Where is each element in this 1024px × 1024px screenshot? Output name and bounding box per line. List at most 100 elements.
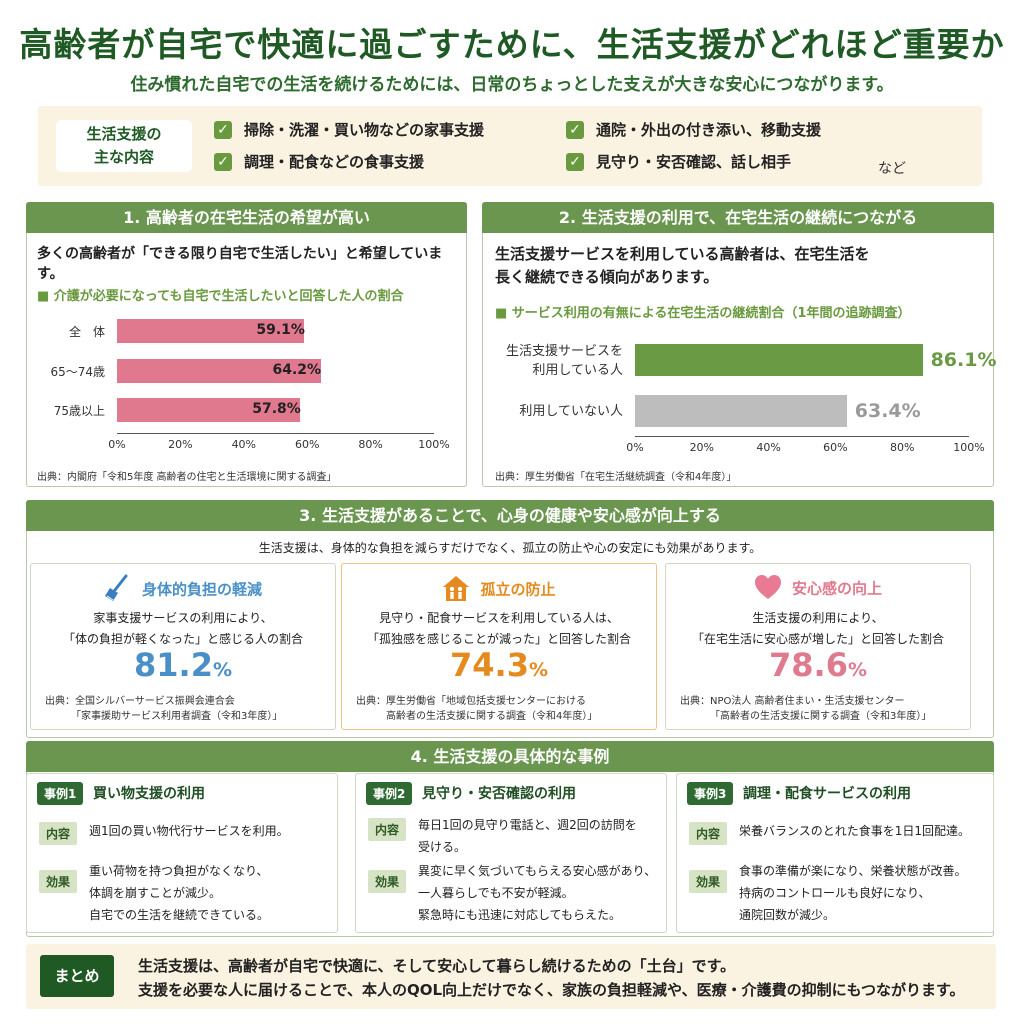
effect-label: 効果 — [39, 870, 78, 893]
source-note: 出典：全国シルバーサービス振興会連合会 「家事援助サービス利用者調査（令和3年度… — [45, 696, 283, 722]
heart-icon — [754, 574, 782, 604]
check-icon: ✓ — [566, 120, 584, 139]
x-axis — [635, 436, 969, 437]
card-title-row: 孤立の防止 — [342, 574, 656, 606]
case-effect: 食事の準備が楽になり、栄養状態が改善。 持病のコントロールも良好になり、 通院回… — [739, 864, 967, 922]
summary-line: 支援を必要な人に届けることで、本人のQOL向上だけでなく、家族の負担軽減や、医療… — [138, 981, 965, 999]
support-content-box: 生活支援の 主な内容 ✓ 掃除・洗濯・買い物などの家事支援 ✓ 調理・配食などの… — [38, 106, 982, 186]
x-tick-label: 40% — [756, 441, 781, 454]
x-tick-label: 40% — [231, 438, 257, 451]
card-peace-of-mind: 安心感の向上 生活支援の利用により、 「在宅生活に安心感が増した」と回答した割合… — [665, 563, 971, 730]
support-item: ✓ 見守り・安否確認、話し相手 — [566, 151, 791, 172]
section-heading: 3. 生活支援があることで、心身の健康や安心感が向上する — [26, 500, 994, 531]
etc-text: など — [878, 161, 906, 177]
x-tick-label: 60% — [823, 441, 848, 454]
x-tick-label: 60% — [294, 438, 320, 451]
content-label: 内容 — [39, 822, 78, 845]
case-tag: 事例1 — [37, 782, 84, 805]
section-home-living-wish: 1. 高齢者の在宅生活の希望が高い 多くの高齢者が「できる限り自宅で生活したい」… — [26, 202, 467, 487]
case-card: 事例3 調理・配食サービスの利用 内容 栄養バランスのとれた食事を1日1回配達。… — [676, 773, 994, 933]
content-label: 内容 — [368, 818, 407, 841]
case-card: 事例2 見守り・安否確認の利用 内容 毎日1回の見守り電話と、週2回の訪問を 受… — [355, 773, 667, 933]
check-icon: ✓ — [566, 152, 584, 171]
bar-value-label: 86.1% — [930, 349, 997, 371]
summary-line: 生活支援は、高齢者が自宅で快適に、そして安心して暮らし続けるための「土台」です。 — [138, 957, 736, 975]
content-label: 内容 — [689, 822, 728, 845]
source-note: 出典：内閣府「令和5年度 高齢者の住宅と生活環境に関する調査」 — [37, 472, 337, 483]
section-heading: 1. 高齢者の在宅生活の希望が高い — [26, 202, 467, 233]
support-item: ✓ 通院・外出の付き添い、移動支援 — [566, 119, 821, 140]
support-content-label: 生活支援の 主な内容 — [56, 120, 192, 172]
card-value: 81.2% — [134, 646, 232, 684]
home-wish-bar-chart: 全 体 59.1% 65〜74歳 64.2% 75歳以上 57.8% 0% 20% 40% 60%… — [27, 309, 468, 459]
case-title: 調理・配食サービスの利用 — [743, 786, 911, 802]
section-heading: 2. 生活支援の利用で、在宅生活の継続につながる — [482, 202, 994, 233]
card-value: 78.6% — [769, 646, 867, 684]
x-tick-label: 80% — [889, 441, 915, 454]
card-title-row: 身体的負担の軽減 — [31, 574, 335, 606]
case-effect: 異変に早く気づいてもらえる安心感があり、 一人暮らしでも不安が軽減。 緊急時にも… — [418, 864, 657, 922]
bar — [635, 395, 847, 427]
card-description: 生活支援の利用により、 「在宅生活に安心感が増した」と回答した割合 — [691, 611, 944, 646]
case-effect: 重い荷物を持つ負担がなくなり、 体調を崩すことが減少。 自宅での生活を継続できて… — [89, 864, 270, 922]
family-house-icon — [442, 574, 470, 606]
check-icon: ✓ — [214, 152, 232, 171]
bar-value-label: 64.2% — [272, 362, 322, 378]
bar-value-label: 63.4% — [854, 400, 921, 422]
x-tick-label: 0% — [626, 441, 644, 454]
chart-title: ■ サービス利用の有無による在宅生活の継続割合（1年間の追跡調査） — [495, 306, 911, 321]
case-content: 栄養バランスのとれた食事を1日1回配達。 — [739, 824, 971, 838]
section-lead: 多くの高齢者が「できる限り自宅で生活したい」と希望しています。 — [37, 246, 443, 282]
bar-label: 75歳以上 — [53, 404, 105, 418]
support-item: ✓ 調理・配食などの食事支援 — [214, 151, 424, 172]
section-continuation: 2. 生活支援の利用で、在宅生活の継続につながる 生活支援サービスを利用している… — [482, 202, 997, 487]
section-lead: 生活支援サービスを利用している高齢者は、在宅生活を 長く継続できる傾向があります… — [495, 245, 870, 286]
card-physical-burden: 身体的負担の軽減 家事支援サービスの利用により、 「体の負担が軽くなった」と感じ… — [30, 563, 336, 730]
x-tick-label: 0% — [108, 438, 126, 451]
broom-icon — [104, 574, 132, 606]
card-value: 74.3% — [450, 646, 548, 684]
card-description: 家事支援サービスの利用により、 「体の負担が軽くなった」と感じる人の割合 — [62, 611, 303, 646]
support-item: ✓ 掃除・洗濯・買い物などの家事支援 — [214, 119, 484, 140]
case-content: 週1回の買い物代行サービスを利用。 — [89, 824, 289, 838]
summary-label: まとめ — [40, 955, 114, 997]
bar-label: 生活支援サービスを 利用している人 — [505, 344, 623, 378]
case-tag: 事例3 — [687, 782, 734, 805]
bar — [117, 319, 305, 343]
bar-label: 全 体 — [68, 325, 105, 339]
x-axis — [117, 433, 434, 434]
case-title: 見守り・安否確認の利用 — [422, 786, 576, 802]
card-title-row: 安心感の向上 — [666, 574, 970, 604]
case-title: 買い物支援の利用 — [93, 786, 205, 802]
bar — [117, 398, 301, 422]
x-tick-label: 80% — [358, 438, 383, 451]
bar-value-label: 57.8% — [252, 401, 301, 417]
x-tick-label: 100% — [418, 438, 450, 451]
bar-label: 利用していない人 — [519, 404, 623, 419]
page-title: 高齢者が自宅で快適に過ごすために、生活支援がどれほど重要か — [19, 25, 1005, 64]
x-tick-label: 20% — [689, 441, 715, 454]
case-tag: 事例2 — [366, 782, 413, 805]
card-isolation-prevention: 孤立の防止 見守り・配食サービスを利用している人は、 「孤独感を感じることが減っ… — [341, 563, 657, 730]
source-note: 出典：厚生労働省「在宅生活継続調査（令和4年度）」 — [495, 472, 737, 483]
source-note: 出典：厚生労働省「地域包括支援センターにおける 高齢者の生活支援に関する調査（令… — [356, 696, 598, 722]
bar — [117, 359, 321, 383]
x-tick-label: 20% — [168, 438, 193, 451]
effect-label: 効果 — [368, 870, 407, 893]
section-heading: 4. 生活支援の具体的な事例 — [26, 741, 994, 772]
case-content: 毎日1回の見守り電話と、週2回の訪問を 受ける。 — [418, 818, 637, 854]
x-tick-label: 100% — [953, 441, 985, 454]
summary-box: まとめ 生活支援は、高齢者が自宅で快適に、そして安心して暮らし続けるための「土台… — [26, 944, 996, 1009]
bar-label: 65〜74歳 — [50, 365, 105, 379]
bar-value-label: 59.1% — [256, 322, 305, 338]
chart-title: ■ 介護が必要になっても自宅で生活したいと回答した人の割合 — [37, 289, 404, 304]
effect-label: 効果 — [689, 870, 728, 893]
check-icon: ✓ — [214, 120, 232, 139]
card-description: 見守り・配食サービスを利用している人は、 「孤独感を感じることが減った」と回答し… — [366, 611, 631, 646]
source-note: 出典：NPO法人 高齢者住まい・生活支援センター 「高齢者の生活支援に関する調査… — [680, 696, 932, 722]
bar — [635, 344, 923, 376]
continuation-bar-chart: 生活支援サービスを 利用している人 86.1% 利用していない人 63.4% 0% 20% 4… — [483, 328, 997, 459]
section-lead: 生活支援は、身体的な負担を減らすだけでなく、孤立の防止や心の安定にも効果がありま… — [258, 541, 762, 555]
case-card: 事例1 買い物支援の利用 内容 週1回の買い物代行サービスを利用。 効果 重い荷… — [26, 773, 338, 933]
page-subtitle: 住み慣れた自宅での生活を続けるためには、日常のちょっとした支えが大きな安心につな… — [130, 75, 894, 95]
